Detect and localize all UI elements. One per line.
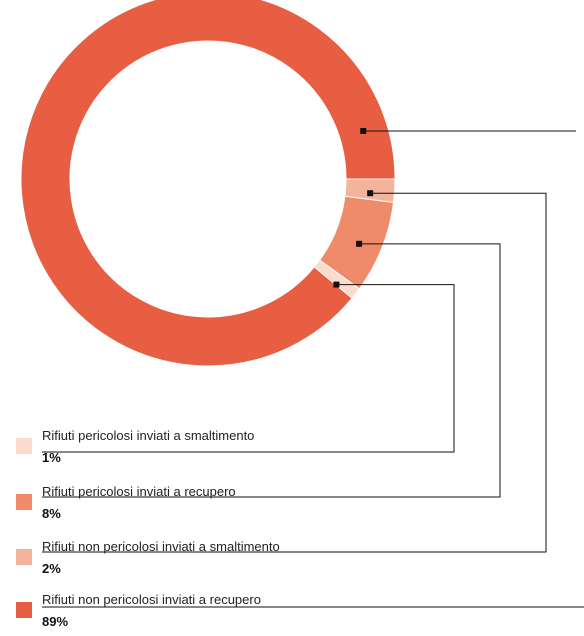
legend-swatch	[16, 549, 32, 565]
legend-swatch	[16, 602, 32, 618]
leader-line	[42, 243, 501, 498]
legend-label: Rifiuti pericolosi inviati a recupero	[42, 484, 236, 499]
donut-slices	[20, 0, 396, 367]
legend-swatch	[16, 494, 32, 510]
legend-value: 89%	[42, 614, 69, 629]
leader-line	[42, 284, 455, 453]
legend-item-non-pericolosi-recupero: Rifiuti non pericolosi inviati a recuper…	[16, 592, 556, 636]
legend-value: 8%	[42, 506, 61, 521]
legend-value: 1%	[42, 450, 61, 465]
donut-slice	[313, 259, 360, 299]
leader-line	[42, 192, 547, 553]
legend-swatch	[16, 438, 32, 454]
legend-label: Rifiuti pericolosi inviati a smaltimento	[42, 428, 255, 443]
legend-item-pericolosi-recupero: Rifiuti pericolosi inviati a recupero 8%	[16, 484, 556, 528]
legend-item-non-pericolosi-smaltimento: Rifiuti non pericolosi inviati a smaltim…	[16, 539, 556, 583]
leader-lines	[42, 127, 584, 608]
legend-value: 2%	[42, 561, 61, 576]
donut-slice	[20, 0, 396, 367]
legend-item-pericolosi-smaltimento: Rifiuti pericolosi inviati a smaltimento…	[16, 428, 556, 472]
legend-label: Rifiuti non pericolosi inviati a smaltim…	[42, 539, 280, 554]
legend-label: Rifiuti non pericolosi inviati a recuper…	[42, 592, 261, 607]
